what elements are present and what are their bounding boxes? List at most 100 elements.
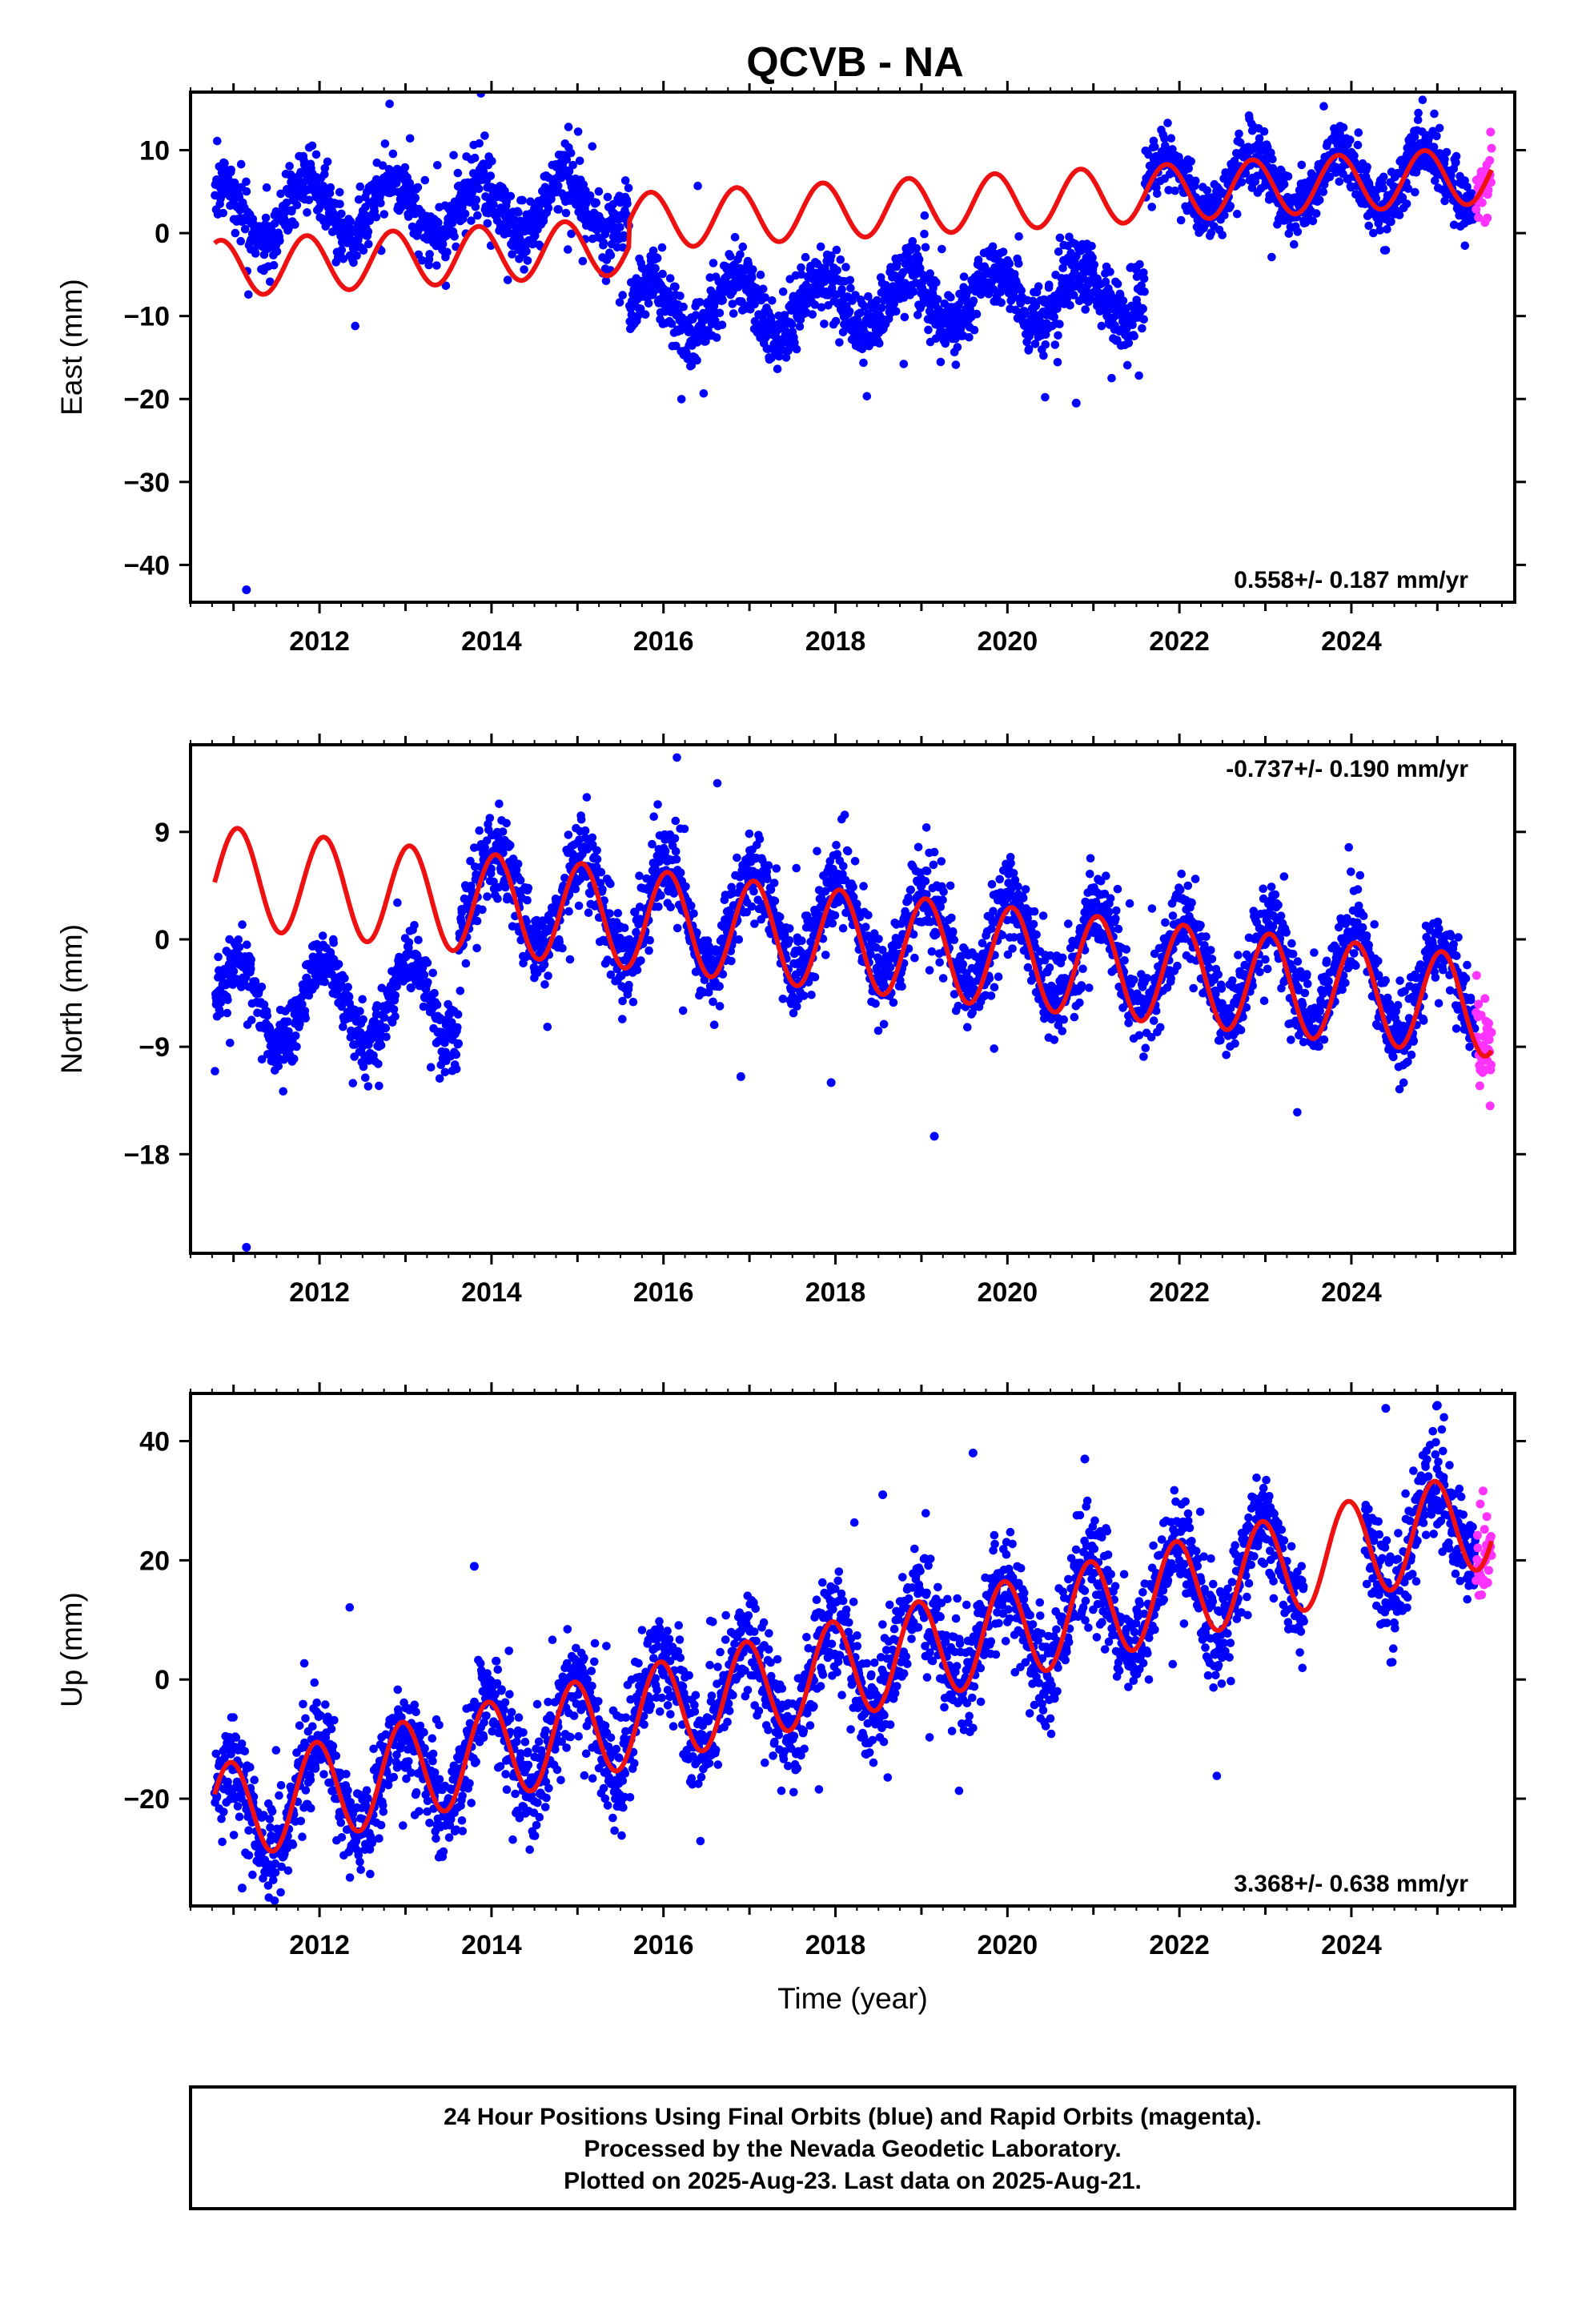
east-rapid-point (1472, 204, 1481, 214)
east-final-point (261, 213, 271, 223)
north-final-point (536, 943, 545, 952)
east-final-point (773, 364, 782, 374)
east-final-point (932, 278, 941, 287)
east-final-point (1166, 134, 1176, 143)
north-final-point (516, 935, 525, 945)
east-final-point (1168, 145, 1177, 154)
east-final-point (699, 389, 709, 398)
north-final-point (939, 887, 948, 896)
east-final-point (1325, 172, 1335, 182)
north-final-point (513, 859, 523, 869)
north-final-point (483, 892, 492, 901)
east-final-point (1255, 134, 1264, 143)
north-final-point (495, 799, 504, 808)
east-final-point (471, 202, 480, 211)
east-final-point (304, 195, 314, 204)
east-final-point (623, 199, 632, 208)
east-model-curve (213, 147, 1494, 297)
east-final-point (269, 260, 279, 270)
east-final-point (287, 206, 296, 215)
north-final-point (780, 930, 789, 939)
east-final-point (640, 310, 650, 320)
east-final-point (877, 304, 886, 312)
east-final-point (1024, 344, 1034, 354)
east-final-point (836, 255, 845, 264)
east-final-point (1107, 373, 1116, 383)
north-final-point (700, 975, 709, 984)
east-final-point (377, 188, 387, 197)
east-final-point (1363, 163, 1371, 171)
north-final-point (582, 793, 592, 802)
east-final-point (1150, 143, 1159, 151)
north-final-point (574, 901, 584, 911)
north-final-point (576, 815, 586, 824)
east-final-point (522, 247, 531, 256)
north-final-point (715, 982, 724, 991)
east-final-point (620, 176, 630, 185)
east-final-point (480, 131, 489, 140)
north-final-point (375, 1081, 383, 1091)
east-final-point (420, 175, 430, 185)
east-final-point (1379, 172, 1388, 182)
east-final-point (1076, 246, 1086, 255)
north-final-point (672, 854, 681, 864)
north-final-point (410, 921, 419, 930)
east-final-point (695, 298, 705, 307)
east-final-point (712, 333, 721, 342)
east-final-point (862, 392, 872, 401)
east-final-point (790, 338, 799, 348)
east-final-point (1045, 280, 1054, 290)
east-final-point (1132, 272, 1142, 281)
east-final-point (1207, 228, 1216, 238)
east-final-point (756, 270, 765, 279)
north-final-point (642, 874, 651, 883)
east-x-tick-label: 2024 (1321, 626, 1382, 657)
east-final-point (1088, 253, 1097, 263)
east-final-point (738, 242, 748, 251)
east-final-point (413, 183, 423, 192)
east-final-point (1113, 279, 1122, 288)
east-final-point (768, 296, 777, 305)
east-final-point (1452, 151, 1461, 161)
east-final-point (320, 170, 329, 179)
north-final-point (283, 1017, 292, 1026)
east-final-point (730, 232, 740, 242)
east-final-point (285, 162, 294, 171)
north-final-point (291, 1031, 300, 1040)
east-final-point (291, 220, 299, 229)
north-final-point (624, 980, 633, 990)
east-final-point (652, 254, 662, 263)
east-final-point (1203, 186, 1212, 195)
north-final-point (501, 883, 510, 892)
north-final-point (906, 885, 915, 895)
east-final-point (1090, 260, 1099, 269)
east-final-point (1395, 211, 1404, 219)
east-final-point (475, 139, 484, 148)
north-final-point (301, 1014, 311, 1023)
north-final-point (372, 1001, 382, 1010)
east-final-point (1184, 164, 1193, 173)
north-final-point (769, 879, 779, 887)
east-final-point (1353, 140, 1363, 150)
east-final-point (1398, 193, 1407, 202)
east-final-point (337, 209, 346, 219)
north-final-point (381, 1023, 391, 1033)
east-rapid-point (1484, 185, 1493, 195)
east-final-point (489, 200, 498, 209)
north-final-point (544, 971, 552, 980)
north-final-point (715, 1002, 725, 1011)
north-final-point (596, 867, 606, 877)
north-final-point (430, 988, 439, 998)
north-final-point (216, 1009, 225, 1018)
north-final-point (238, 920, 247, 929)
north-final-point (498, 827, 508, 836)
north-final-point (359, 1015, 367, 1024)
east-final-point (766, 315, 776, 324)
north-final-point (897, 982, 906, 991)
east-final-point (299, 160, 309, 169)
east-final-point (615, 298, 624, 307)
east-outlier-point (242, 585, 251, 594)
east-final-point (564, 123, 573, 131)
north-final-point (821, 951, 830, 959)
north-final-point (833, 850, 842, 858)
